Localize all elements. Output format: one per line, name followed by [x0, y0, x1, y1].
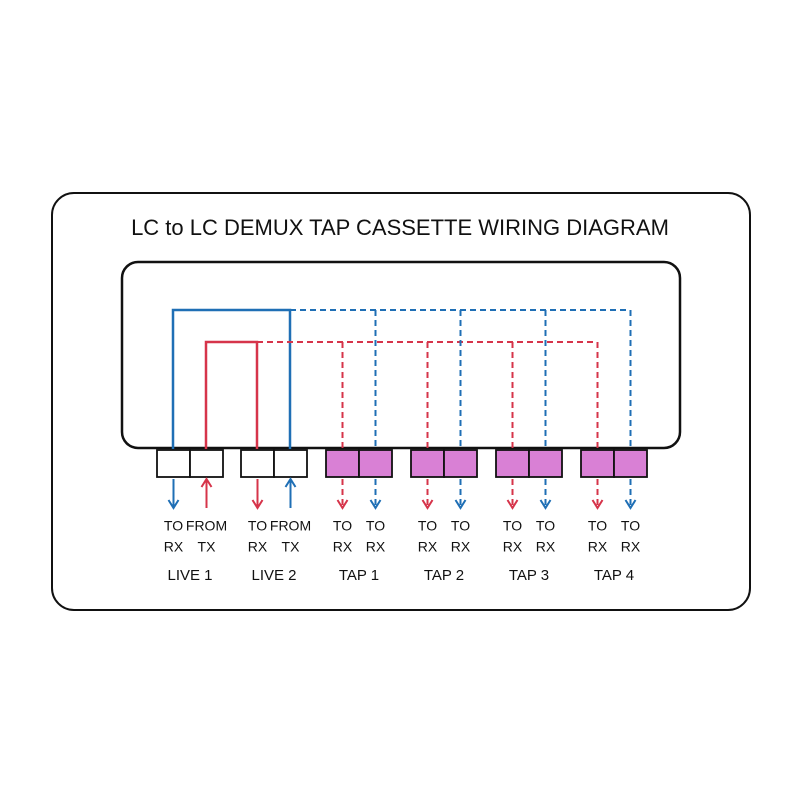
port-label: RX — [418, 539, 438, 555]
arrow-head — [454, 499, 467, 510]
arrow-head — [369, 499, 382, 510]
port-label: RX — [164, 539, 184, 555]
arrow-head — [200, 477, 213, 488]
port-box — [325, 449, 360, 478]
group-label: LIVE 1 — [167, 567, 212, 584]
port-box — [156, 449, 191, 478]
arrow-head — [539, 499, 552, 510]
port-label: TO — [451, 518, 470, 534]
port-box — [443, 449, 478, 478]
port-label: TX — [282, 539, 301, 555]
arrow-head — [506, 499, 519, 510]
arrow-head — [284, 477, 297, 488]
title: LC to LC DEMUX TAP CASSETTE WIRING DIAGR… — [131, 215, 669, 240]
port-box — [273, 449, 308, 478]
port-label: TO — [621, 518, 640, 534]
port-box — [189, 449, 224, 478]
group-label: TAP 1 — [339, 567, 379, 584]
group-label: LIVE 2 — [251, 567, 296, 584]
port-label: RX — [333, 539, 353, 555]
port-label: TO — [503, 518, 522, 534]
port-label: RX — [536, 539, 556, 555]
port-label: TO — [418, 518, 437, 534]
group-label: TAP 3 — [509, 567, 549, 584]
port-label: TO — [333, 518, 352, 534]
outer-frame — [51, 192, 751, 611]
port-box — [580, 449, 615, 478]
port-label: RX — [248, 539, 268, 555]
port-box — [528, 449, 563, 478]
port-label: RX — [588, 539, 608, 555]
blue-fiber — [171, 308, 292, 450]
arrow-head — [624, 499, 637, 510]
port-box — [240, 449, 275, 478]
port-label: RX — [451, 539, 471, 555]
port-label: FROM — [186, 518, 227, 534]
port-label: RX — [621, 539, 641, 555]
port-box — [495, 449, 530, 478]
port-label: TO — [536, 518, 555, 534]
port-box — [410, 449, 445, 478]
port-box — [358, 449, 393, 478]
arrow-head — [167, 499, 180, 510]
arrow-head — [251, 499, 264, 510]
port-label: TO — [366, 518, 385, 534]
group-label: TAP 2 — [424, 567, 464, 584]
port-label: TX — [198, 539, 217, 555]
port-box — [613, 449, 648, 478]
port-label: TO — [164, 518, 183, 534]
port-label: RX — [503, 539, 523, 555]
arrow-head — [336, 499, 349, 510]
group-label: TAP 4 — [594, 567, 634, 584]
arrow-head — [421, 499, 434, 510]
port-label: TO — [248, 518, 267, 534]
red-fiber — [204, 340, 259, 450]
port-label: TO — [588, 518, 607, 534]
port-label: FROM — [270, 518, 311, 534]
cassette-body — [120, 260, 682, 450]
arrow-head — [591, 499, 604, 510]
port-label: RX — [366, 539, 386, 555]
